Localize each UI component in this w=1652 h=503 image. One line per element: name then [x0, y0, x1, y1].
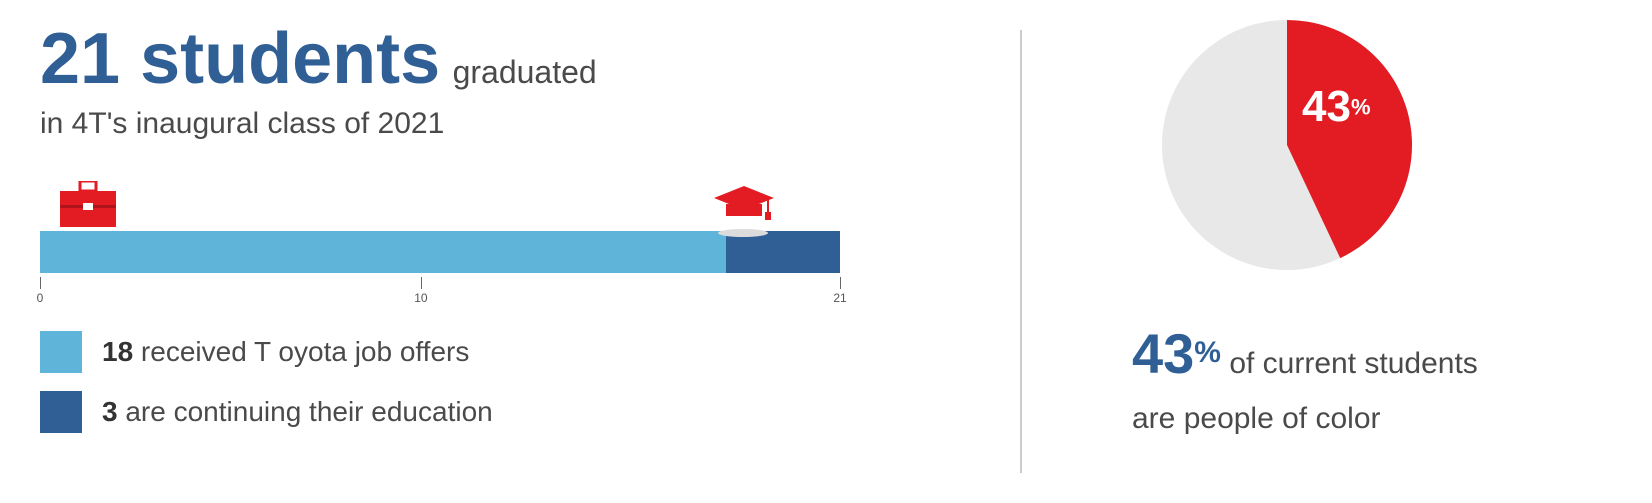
headline-subtext: in 4T's inaugural class of 2021 — [40, 107, 1020, 141]
axis-tick-label: 0 — [37, 291, 44, 305]
legend-label: received T oyota job offers — [133, 336, 469, 367]
headline-big: 21 students — [40, 19, 440, 99]
bar-segment-job-offers — [40, 231, 726, 273]
caption-line2: are people of color — [1132, 402, 1381, 435]
briefcase-icon — [60, 181, 116, 232]
headline: 21 students graduated — [40, 20, 1020, 99]
legend-text: 18 received T oyota job offers — [102, 336, 469, 368]
stacked-bar-chart: 0 10 21 — [40, 181, 1020, 307]
axis-tick — [40, 277, 41, 289]
axis-tick — [840, 277, 841, 289]
legend-swatch — [40, 331, 82, 373]
left-panel: 21 students graduated in 4T's inaugural … — [40, 20, 1020, 483]
headline-small: graduated — [453, 54, 597, 90]
axis-tick-label: 21 — [833, 291, 846, 305]
caption-big-number: 43 — [1132, 322, 1194, 385]
axis-tick — [421, 277, 422, 289]
pie-chart: 43% — [1162, 20, 1412, 270]
legend-count: 3 — [102, 396, 118, 427]
stacked-bar — [40, 231, 840, 273]
axis-tick-label: 10 — [414, 291, 427, 305]
caption-big-percent: % — [1194, 336, 1221, 369]
legend-text: 3 are continuing their education — [102, 396, 493, 428]
bar-axis: 01021 — [40, 277, 840, 307]
pie-label: 43% — [1302, 82, 1371, 132]
legend-count: 18 — [102, 336, 133, 367]
right-caption: 43% of current students are people of co… — [1132, 312, 1478, 441]
grad-cap-icon — [714, 186, 774, 231]
pie-label-percent: % — [1351, 95, 1371, 120]
legend-label: are continuing their education — [118, 396, 493, 427]
caption-line1: of current students — [1221, 347, 1478, 380]
bar-segment-continuing-education — [726, 231, 840, 273]
legend-item-job-offers: 18 received T oyota job offers — [40, 331, 1020, 373]
legend-swatch — [40, 391, 82, 433]
pie-label-number: 43 — [1302, 82, 1351, 131]
legend: 18 received T oyota job offers 3 are con… — [40, 331, 1020, 433]
right-panel: 43% 43% of current students are people o… — [1022, 20, 1652, 483]
legend-item-continuing-education: 3 are continuing their education — [40, 391, 1020, 433]
